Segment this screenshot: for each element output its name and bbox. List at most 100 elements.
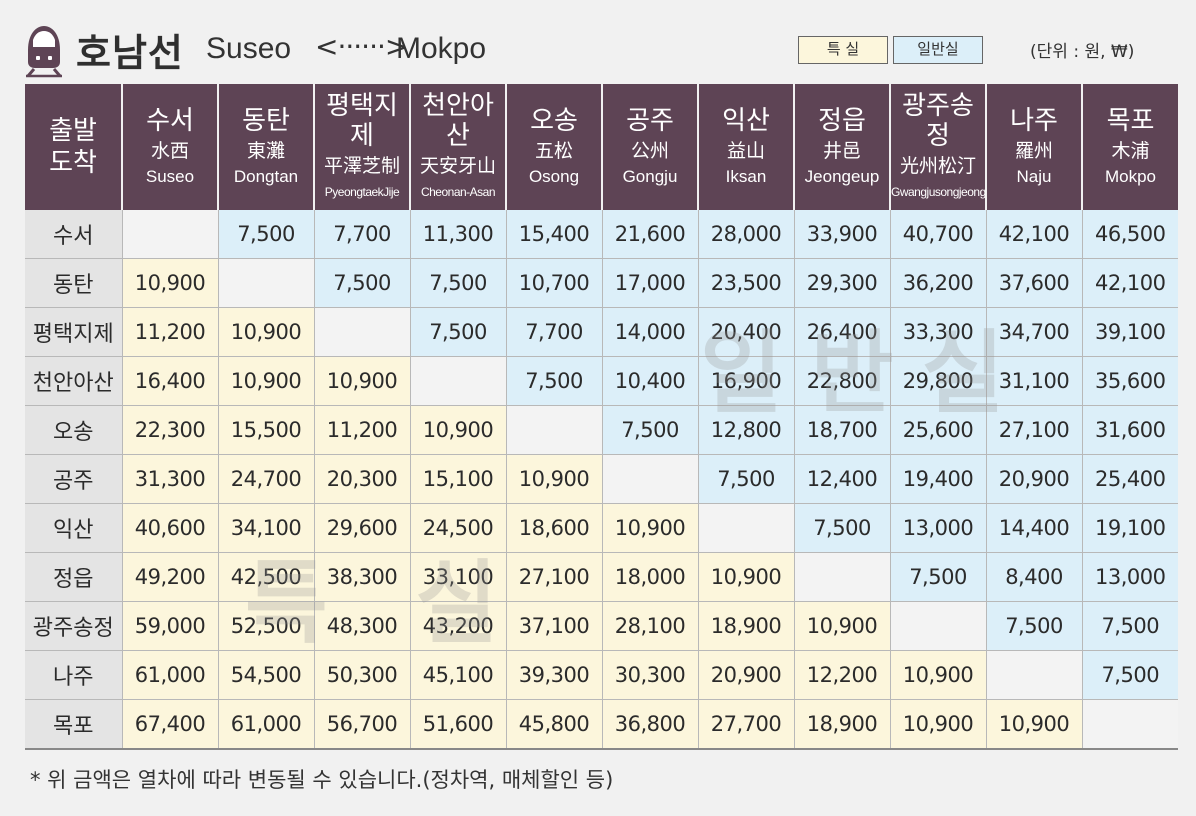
fare-cell-special: 24,500 — [410, 503, 507, 553]
column-name-ko: 공주 — [626, 106, 674, 136]
fare-cell-general: 25,600 — [890, 405, 987, 455]
fare-cell-general: 20,400 — [698, 307, 795, 357]
column-name-hanja: 益山 — [726, 140, 765, 162]
column-name-hanja: 五松 — [534, 140, 573, 162]
fare-cell-special: 28,100 — [602, 601, 699, 651]
column-name-en: Dongtan — [233, 167, 299, 186]
fare-cell-special: 18,900 — [794, 699, 891, 750]
route-title: 호남선 — [76, 31, 184, 75]
column-name-hanja: 天安牙山 — [419, 155, 496, 177]
row-station-label: 천안아산 — [25, 356, 123, 406]
fare-cell-special: 10,900 — [986, 699, 1083, 750]
fare-cell-general: 7,500 — [602, 405, 699, 455]
fare-cell-general: 29,800 — [890, 356, 987, 406]
fare-cell-special: 30,300 — [602, 650, 699, 700]
fare-cell-special: 11,200 — [122, 307, 219, 357]
column-name-hanja: 木浦 — [1111, 140, 1150, 162]
fare-cell-special: 18,600 — [506, 503, 603, 553]
fare-cell-special: 31,300 — [122, 454, 219, 504]
fare-cell-special: 45,800 — [506, 699, 603, 750]
fare-cell-special: 61,000 — [122, 650, 219, 700]
fare-cell-general: 33,900 — [794, 210, 891, 259]
fare-cell-general: 17,000 — [602, 258, 699, 308]
fare-cell-general: 46,500 — [1082, 210, 1178, 259]
fare-cell-special: 59,000 — [122, 601, 219, 651]
column-name-en: Mokpo — [1104, 167, 1157, 186]
fare-cell-general: 39,100 — [1082, 307, 1178, 357]
corner-arrival: 도착 — [49, 148, 97, 178]
fare-cell-general: 21,600 — [602, 210, 699, 259]
fare-cell-special: 15,100 — [410, 454, 507, 504]
fare-cell-special: 61,000 — [218, 699, 315, 750]
empty-cell — [698, 503, 795, 553]
column-name-en: PyeongtaekJije — [324, 185, 400, 199]
fare-cell-general: 31,100 — [986, 356, 1083, 406]
column-name-ko: 수서 — [146, 106, 194, 136]
row-station-label: 정읍 — [25, 552, 123, 602]
fare-cell-general: 8,400 — [986, 552, 1083, 602]
row-station-label: 나주 — [25, 650, 123, 700]
fare-cell-special: 15,500 — [218, 405, 315, 455]
fare-cell-general: 7,500 — [314, 258, 411, 308]
column-name-en: Osong — [528, 167, 580, 186]
empty-cell — [794, 552, 891, 602]
column-name-en: Suseo — [145, 167, 195, 186]
fare-cell-special: 50,300 — [314, 650, 411, 700]
row-station-label: 동탄 — [25, 258, 123, 308]
table-row: 천안아산 16,400 10,900 10,900 7,500 10,400 16,900 2… — [25, 356, 1178, 406]
column-header-naju: 나주 羅州 Naju — [986, 84, 1083, 210]
fare-cell-general: 7,500 — [1082, 601, 1178, 651]
fare-cell-general: 14,000 — [602, 307, 699, 357]
column-name-en: Naju — [1016, 167, 1052, 186]
fare-cell-general: 10,700 — [506, 258, 603, 308]
column-name-ko: 나주 — [1010, 106, 1058, 136]
table-header-row: 출발 도착 수서 水西 Suseo 동탄 東灘 Dongtan 평택지제 平澤芝制 Pyeong… — [25, 84, 1178, 210]
fare-cell-special: 10,900 — [218, 307, 315, 357]
fare-cell-general: 25,400 — [1082, 454, 1178, 504]
column-name-en: Iksan — [725, 167, 767, 186]
fare-cell-general: 14,400 — [986, 503, 1083, 553]
fare-cell-special: 10,900 — [410, 405, 507, 455]
row-station-label: 목포 — [25, 699, 123, 750]
fare-cell-general: 40,700 — [890, 210, 987, 259]
fare-cell-general: 7,500 — [986, 601, 1083, 651]
column-header-iksan: 익산 益山 Iksan — [698, 84, 795, 210]
fare-cell-general: 7,500 — [794, 503, 891, 553]
fare-cell-general: 28,000 — [698, 210, 795, 259]
column-header-suseo: 수서 水西 Suseo — [122, 84, 219, 210]
column-name-ko: 정읍 — [818, 106, 866, 136]
row-station-label: 오송 — [25, 405, 123, 455]
column-name-ko: 평택지제 — [326, 91, 398, 151]
column-header-osong: 오송 五松 Osong — [506, 84, 603, 210]
fare-cell-special: 42,500 — [218, 552, 315, 602]
fare-cell-general: 29,300 — [794, 258, 891, 308]
column-name-hanja: 羅州 — [1014, 140, 1053, 162]
fare-cell-special: 20,900 — [698, 650, 795, 700]
fare-cell-general: 10,400 — [602, 356, 699, 406]
fare-cell-special: 43,200 — [410, 601, 507, 651]
table-row: 동탄 10,900 7,500 7,500 10,700 17,000 23,500 29,3… — [25, 258, 1178, 308]
fare-cell-general: 7,500 — [1082, 650, 1178, 700]
fare-table-container: 출발 도착 수서 水西 Suseo 동탄 東灘 Dongtan 평택지제 平澤芝制 Pyeong… — [25, 84, 1178, 754]
fare-cell-general: 27,100 — [986, 405, 1083, 455]
fare-cell-special: 10,900 — [218, 356, 315, 406]
column-name-hanja: 光州松汀 — [899, 155, 976, 177]
fare-cell-general: 7,700 — [314, 210, 411, 259]
table-row: 정읍 49,200 42,500 38,300 33,100 27,100 18,000 10… — [25, 552, 1178, 602]
column-name-en: Jeongeup — [804, 167, 880, 186]
fare-cell-special: 10,900 — [890, 699, 987, 750]
column-name-hanja: 平澤芝制 — [323, 155, 400, 177]
column-name-hanja: 東灘 — [246, 140, 285, 162]
header: 호남선 Suseo <······> Mokpo 특 실 일반실 (단위 : 원… — [0, 0, 1196, 84]
column-header-mokpo: 목포 木浦 Mokpo — [1082, 84, 1178, 210]
empty-cell — [890, 601, 987, 651]
table-row: 목포 67,400 61,000 56,700 51,600 45,800 36,800 27… — [25, 699, 1178, 750]
fare-cell-special: 45,100 — [410, 650, 507, 700]
fare-cell-special: 33,100 — [410, 552, 507, 602]
fare-cell-general: 7,500 — [218, 210, 315, 259]
fare-cell-special: 40,600 — [122, 503, 219, 553]
fare-cell-general: 23,500 — [698, 258, 795, 308]
table-row: 오송 22,300 15,500 11,200 10,900 7,500 12,800 18,… — [25, 405, 1178, 455]
corner-departure: 출발 — [49, 116, 97, 146]
fare-cell-general: 42,100 — [986, 210, 1083, 259]
